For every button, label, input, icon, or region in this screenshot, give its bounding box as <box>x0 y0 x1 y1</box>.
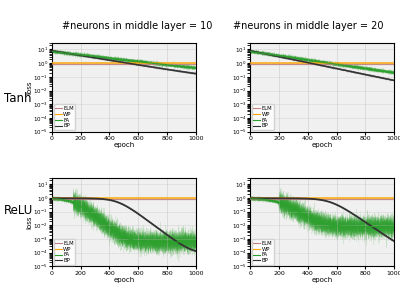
Text: #neurons in middle layer = 10: #neurons in middle layer = 10 <box>62 21 213 31</box>
Legend: ELM, WP, FA, BP: ELM, WP, FA, BP <box>252 239 274 265</box>
X-axis label: epoch: epoch <box>312 142 333 148</box>
Legend: ELM, WP, FA, BP: ELM, WP, FA, BP <box>252 104 274 130</box>
Text: Tanh: Tanh <box>4 92 32 105</box>
Y-axis label: loss: loss <box>26 215 32 229</box>
X-axis label: epoch: epoch <box>113 142 134 148</box>
Legend: ELM, WP, FA, BP: ELM, WP, FA, BP <box>54 239 75 265</box>
Y-axis label: loss: loss <box>26 81 32 94</box>
X-axis label: epoch: epoch <box>113 277 134 283</box>
Legend: ELM, WP, FA, BP: ELM, WP, FA, BP <box>54 104 75 130</box>
Text: ReLU: ReLU <box>4 204 33 217</box>
Text: #neurons in middle layer = 20: #neurons in middle layer = 20 <box>233 21 384 31</box>
X-axis label: epoch: epoch <box>312 277 333 283</box>
